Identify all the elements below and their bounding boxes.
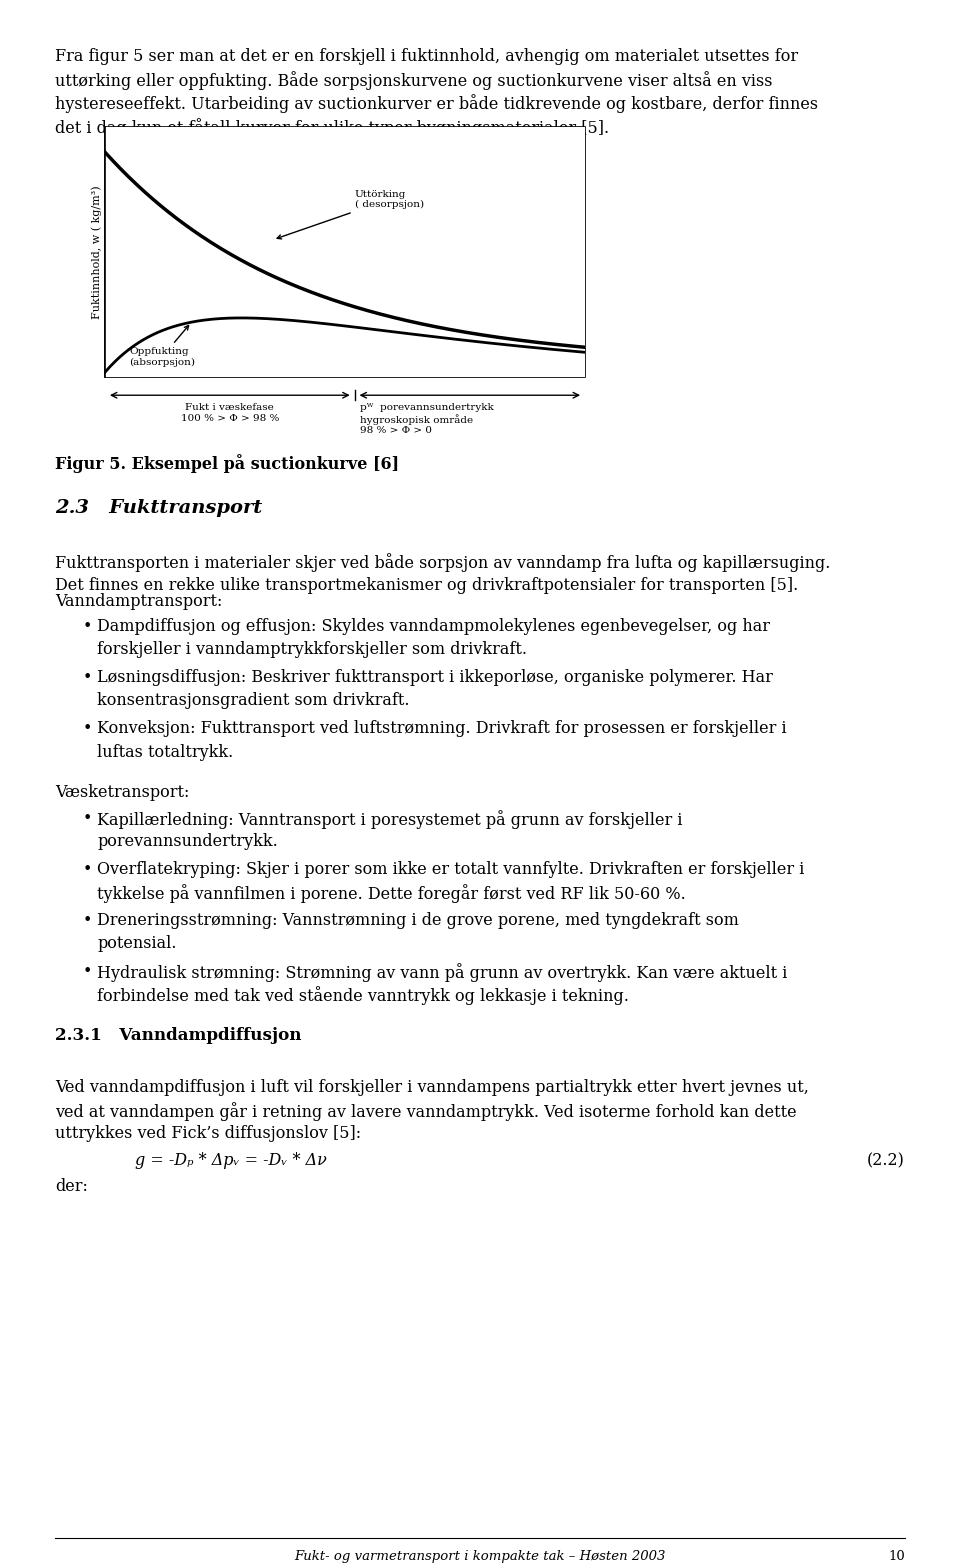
Text: luftas totaltrykk.: luftas totaltrykk. xyxy=(97,743,233,760)
Y-axis label: Fuktinnhold, w ( kg/m³): Fuktinnhold, w ( kg/m³) xyxy=(91,185,102,318)
Text: •: • xyxy=(83,861,92,878)
Text: (2.2): (2.2) xyxy=(867,1152,905,1170)
Text: Fukt i væskefase
100 % > Φ > 98 %: Fukt i væskefase 100 % > Φ > 98 % xyxy=(180,403,279,423)
Text: Konveksjon: Fukttransport ved luftstrømning. Drivkraft for prosessen er forskjel: Konveksjon: Fukttransport ved luftstrømn… xyxy=(97,720,786,737)
Text: porevannsundertrykk.: porevannsundertrykk. xyxy=(97,833,277,850)
Text: det i dag kun et fåtall kurver for ulike typer bygningsmaterialer [5].: det i dag kun et fåtall kurver for ulike… xyxy=(55,118,610,136)
Text: tykkelse på vannfilmen i porene. Dette foregår først ved RF lik 50-60 %.: tykkelse på vannfilmen i porene. Dette f… xyxy=(97,884,685,903)
Text: Ved vanndampdiffusjon i luft vil forskjeller i vanndampens partialtrykk etter hv: Ved vanndampdiffusjon i luft vil forskje… xyxy=(55,1079,809,1096)
Text: 10: 10 xyxy=(888,1551,905,1563)
Text: Løsningsdiffusjon: Beskriver fukttransport i ikkeporløse, organiske polymerer. H: Løsningsdiffusjon: Beskriver fukttranspo… xyxy=(97,670,773,687)
Text: pᵂ  porevannsundertrykk
hygroskopisk område
98 % > Φ > 0: pᵂ porevannsundertrykk hygroskopisk områ… xyxy=(360,403,493,436)
Text: •: • xyxy=(83,963,92,980)
Text: Dampdiffusjon og effusjon: Skyldes vanndampmolekylenes egenbevegelser, og har: Dampdiffusjon og effusjon: Skyldes vannd… xyxy=(97,618,770,635)
Text: konsentrasjonsgradient som drivkraft.: konsentrasjonsgradient som drivkraft. xyxy=(97,693,410,709)
Text: g = -Dₚ * Δpᵥ = -Dᵥ * Δν: g = -Dₚ * Δpᵥ = -Dᵥ * Δν xyxy=(135,1152,326,1170)
Text: Uttörking
( desorpsjon): Uttörking ( desorpsjon) xyxy=(277,190,423,238)
Text: Fukttransporten i materialer skjer ved både sorpsjon av vanndamp fra lufta og ka: Fukttransporten i materialer skjer ved b… xyxy=(55,554,830,572)
Text: Det finnes en rekke ulike transportmekanismer og drivkraftpotensialer for transp: Det finnes en rekke ulike transportmekan… xyxy=(55,577,799,594)
Text: forskjeller i vanndamptrykkforskjeller som drivkraft.: forskjeller i vanndamptrykkforskjeller s… xyxy=(97,641,527,659)
Text: Oppfukting
(absorpsjon): Oppfukting (absorpsjon) xyxy=(129,326,195,367)
Text: Overflatekryping: Skjer i porer som ikke er totalt vannfylte. Drivkraften er for: Overflatekryping: Skjer i porer som ikke… xyxy=(97,861,804,878)
Text: der:: der: xyxy=(55,1178,88,1195)
Text: 2.3.1   Vanndampdiffusjon: 2.3.1 Vanndampdiffusjon xyxy=(55,1027,301,1044)
Text: uttrykkes ved Fick’s diffusjonslov [5]:: uttrykkes ved Fick’s diffusjonslov [5]: xyxy=(55,1126,361,1143)
Text: Vanndamptransport:: Vanndamptransport: xyxy=(55,593,223,610)
Text: forbindelse med tak ved stående vanntrykk og lekkasje i tekning.: forbindelse med tak ved stående vanntryk… xyxy=(97,986,629,1005)
Text: Fra figur 5 ser man at det er en forskjell i fuktinnhold, avhengig om materialet: Fra figur 5 ser man at det er en forskje… xyxy=(55,49,798,66)
Text: 2.3   Fukttransport: 2.3 Fukttransport xyxy=(55,499,262,517)
Text: •: • xyxy=(83,720,92,737)
Text: ved at vanndampen går i retning av lavere vanndamptrykk. Ved isoterme forhold ka: ved at vanndampen går i retning av laver… xyxy=(55,1102,797,1121)
Text: Figur 5. Eksempel på suctionkurve [6]: Figur 5. Eksempel på suctionkurve [6] xyxy=(55,455,399,474)
Text: •: • xyxy=(83,913,92,930)
Text: uttørking eller oppfukting. Både sorpsjonskurvene og suctionkurvene viser altså : uttørking eller oppfukting. Både sorpsjo… xyxy=(55,71,773,91)
Text: Hydraulisk strømning: Strømning av vann på grunn av overtrykk. Kan være aktuelt : Hydraulisk strømning: Strømning av vann … xyxy=(97,963,787,982)
Text: •: • xyxy=(83,809,92,826)
Text: Dreneringsstrømning: Vannstrømning i de grove porene, med tyngdekraft som: Dreneringsstrømning: Vannstrømning i de … xyxy=(97,913,739,930)
Bar xyxy=(105,127,585,378)
Text: Kapillærledning: Vanntransport i poresystemet på grunn av forskjeller i: Kapillærledning: Vanntransport i poresys… xyxy=(97,809,683,829)
Text: Væsketransport:: Væsketransport: xyxy=(55,784,189,801)
Text: •: • xyxy=(83,618,92,635)
Text: hystereseeffekt. Utarbeiding av suctionkurver er både tidkrevende og kostbare, d: hystereseeffekt. Utarbeiding av suctionk… xyxy=(55,94,818,113)
Text: Fukt- og varmetransport i kompakte tak – Høsten 2003: Fukt- og varmetransport i kompakte tak –… xyxy=(295,1551,665,1563)
Text: potensial.: potensial. xyxy=(97,935,177,952)
Text: •: • xyxy=(83,670,92,687)
